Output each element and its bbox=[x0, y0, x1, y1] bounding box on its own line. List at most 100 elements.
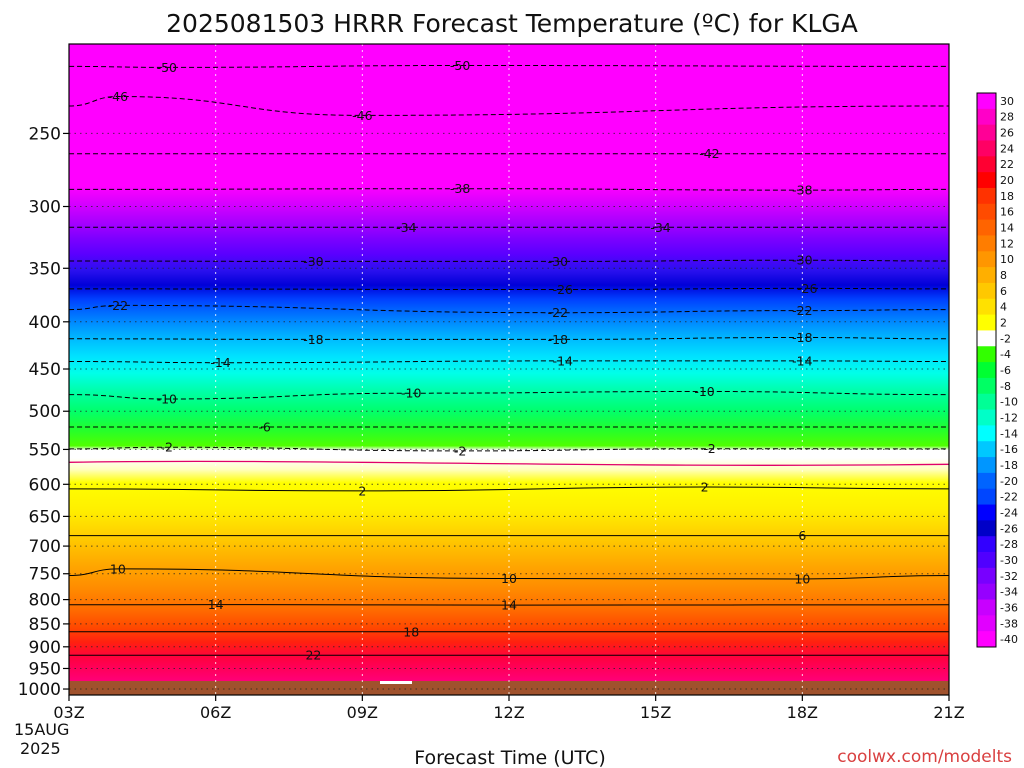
colorbar-label-7: 16 bbox=[1000, 206, 1014, 219]
colorbar-label-27: -26 bbox=[1000, 522, 1018, 535]
isotherm-label-39: 22 bbox=[305, 648, 321, 663]
y-tick-label-450: 450 bbox=[29, 360, 61, 380]
colorbar-swatch-2 bbox=[977, 124, 996, 141]
colorbar-swatch-16 bbox=[977, 346, 996, 363]
isotherm-label-7: -34 bbox=[396, 220, 416, 235]
isotherm-label-15: -22 bbox=[548, 305, 568, 320]
colorbar-swatch-0 bbox=[977, 93, 996, 110]
isotherm-label-21: -14 bbox=[553, 353, 573, 368]
isotherm-label-23: -10 bbox=[157, 392, 177, 407]
colorbar-swatch-26 bbox=[977, 504, 996, 521]
isotherm-label-36: 14 bbox=[208, 597, 224, 612]
isotherm-label-4: -42 bbox=[699, 146, 719, 161]
x-tick-label-18Z: 18Z bbox=[787, 703, 818, 722]
isotherm-label-38: 18 bbox=[403, 624, 419, 639]
colorbar-label-15: -2 bbox=[1000, 332, 1011, 345]
colorbar-swatch-20 bbox=[977, 409, 996, 426]
y-tick-label-1000: 1000 bbox=[18, 680, 61, 700]
isotherm-line--2 bbox=[68, 446, 950, 452]
y-tick-label-650: 650 bbox=[29, 507, 61, 527]
isotherm-label-32: 6 bbox=[798, 528, 806, 543]
colorbar-swatch-13 bbox=[977, 298, 996, 315]
colorbar-swatch-12 bbox=[977, 282, 996, 300]
colorbar-label-5: 20 bbox=[1000, 174, 1014, 187]
colorbar-label-29: -30 bbox=[1000, 554, 1018, 567]
colorbar-swatch-7 bbox=[977, 203, 996, 221]
isotherm-line--22 bbox=[68, 304, 950, 314]
colorbar-label-32: -36 bbox=[1000, 601, 1018, 614]
colorbar-swatch-17 bbox=[977, 362, 996, 379]
colorbar-label-10: 10 bbox=[1000, 253, 1014, 266]
isotherm-label-6: -38 bbox=[792, 183, 812, 198]
isotherm-label-26: -6 bbox=[258, 419, 271, 434]
colorbar-swatch-3 bbox=[977, 140, 996, 157]
colorbar-swatch-21 bbox=[977, 425, 996, 442]
x-tick-label-21Z: 21Z bbox=[933, 703, 964, 722]
y-tick-label-500: 500 bbox=[29, 402, 61, 422]
isotherm-line--26 bbox=[68, 287, 950, 291]
isotherm-label-29: -2 bbox=[703, 441, 715, 456]
colorbar-label-4: 22 bbox=[1000, 158, 1014, 171]
isotherm-lines bbox=[68, 64, 950, 656]
chart-title: 2025081503 HRRR Forecast Temperature (ºC… bbox=[166, 9, 858, 38]
isotherm-line--30 bbox=[68, 259, 950, 262]
colorbar-swatch-29 bbox=[977, 552, 996, 569]
colorbar-swatch-32 bbox=[977, 599, 996, 616]
isotherm-label-18: -18 bbox=[548, 332, 568, 347]
isotherm-labels: -50 -50-46-46-42-38 -38-34 -34-30 -30 -30-26-… bbox=[108, 58, 818, 663]
colorbar-label-22: -16 bbox=[1000, 443, 1018, 456]
isotherm-label-22: -14 bbox=[792, 353, 812, 368]
y-tick-label-350: 350 bbox=[29, 259, 61, 279]
y-tick-label-750: 750 bbox=[29, 565, 61, 585]
isotherm-label-31: 2 bbox=[701, 479, 709, 494]
isotherm-label-16: -22 bbox=[792, 303, 812, 318]
isotherm-label-10: -30 bbox=[548, 254, 568, 269]
isotherm-line--50 bbox=[68, 64, 950, 68]
y-tick-label-400: 400 bbox=[29, 313, 61, 333]
colorbar-label-9: 12 bbox=[1000, 237, 1014, 250]
colorbar-swatch-33 bbox=[977, 615, 996, 632]
isotherm-line--18 bbox=[68, 336, 950, 340]
x-tick-label-09Z: 09Z bbox=[347, 703, 378, 722]
colorbar-swatch-18 bbox=[977, 377, 996, 395]
colorbar-swatch-5 bbox=[977, 172, 996, 189]
credit-text: coolwx.com/modelts bbox=[837, 747, 1012, 767]
colorbar-swatch-14 bbox=[977, 314, 996, 331]
colorbar-swatch-31 bbox=[977, 583, 996, 600]
ground-notch bbox=[380, 681, 412, 684]
isotherm-label-17: -18 bbox=[303, 332, 323, 347]
y-tick-label-300: 300 bbox=[29, 198, 61, 218]
colorbar-label-23: -18 bbox=[1000, 459, 1018, 472]
colorbar-label-8: 14 bbox=[1000, 222, 1014, 235]
isotherm-line-10 bbox=[68, 568, 950, 580]
colorbar-swatch-19 bbox=[977, 393, 996, 410]
isotherm-line--10 bbox=[68, 390, 950, 400]
start-year-label: 2025 bbox=[20, 739, 61, 758]
isotherm-label-28: -2 bbox=[454, 443, 466, 458]
isotherm-label-20: -14 bbox=[210, 355, 230, 370]
isotherm-label-19: -18 bbox=[792, 330, 812, 345]
colorbar-label-26: -24 bbox=[1000, 507, 1018, 520]
colorbar-label-6: 18 bbox=[1000, 190, 1014, 203]
x-axis: 03Z 06Z 09Z 12Z 15Z 18Z 21Z bbox=[53, 695, 965, 722]
x-tick-label-03Z: 03Z bbox=[53, 703, 84, 722]
colorbar-swatch-30 bbox=[977, 567, 996, 585]
colorbar-label-21: -14 bbox=[1000, 427, 1018, 440]
y-tick-label-950: 950 bbox=[29, 659, 61, 679]
isotherm-label-0: -50 bbox=[157, 60, 177, 75]
isotherm-label-2: -46 bbox=[108, 89, 128, 104]
isotherm-line--46 bbox=[68, 95, 950, 116]
colorbar-label-1: 28 bbox=[1000, 111, 1014, 124]
colorbar-swatch-10 bbox=[977, 251, 996, 268]
isotherm-label-8: -34 bbox=[650, 220, 670, 235]
freezing-line bbox=[68, 460, 950, 466]
y-tick-label-800: 800 bbox=[29, 591, 61, 611]
isotherm-line-2 bbox=[68, 486, 950, 492]
colorbar-swatch-27 bbox=[977, 520, 996, 537]
colorbar-label-17: -6 bbox=[1000, 364, 1011, 377]
y-tick-label-850: 850 bbox=[29, 615, 61, 635]
isotherm-label-37: 14 bbox=[501, 598, 517, 613]
colorbar-swatch-4 bbox=[977, 156, 996, 173]
colorbar: 30 28 26 24 22 20 18 16 14 12 10 8 6 4 2 -2 -4 -6 -8 -10 -12… bbox=[976, 92, 1018, 648]
colorbar-label-25: -22 bbox=[1000, 491, 1018, 504]
